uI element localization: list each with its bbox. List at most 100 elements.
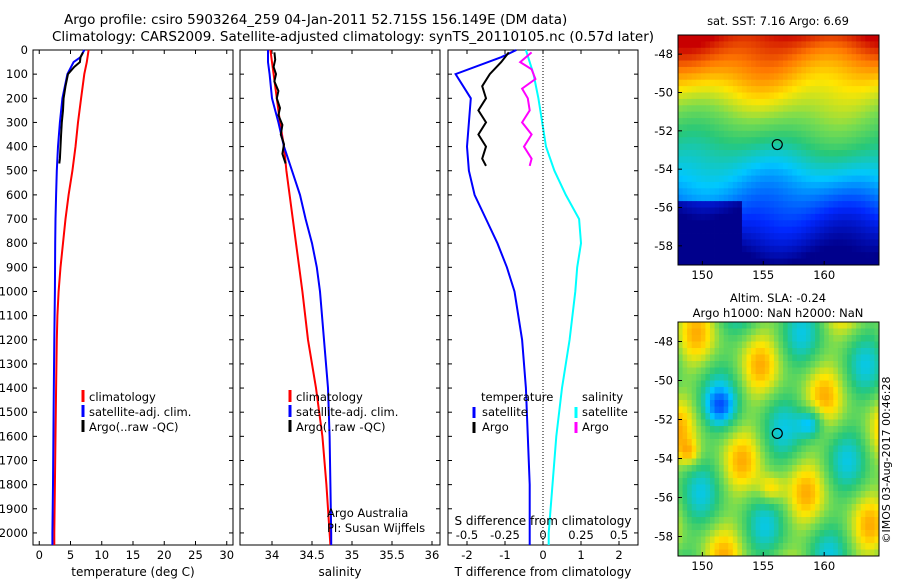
map-cell — [874, 54, 880, 61]
map-cell — [805, 348, 811, 355]
map-cell — [760, 233, 766, 240]
map-cell — [787, 239, 793, 247]
map-cell — [787, 426, 793, 433]
map-cell — [746, 79, 752, 87]
map-cell — [824, 354, 830, 362]
map-cell — [751, 413, 757, 420]
map-cell — [755, 98, 761, 106]
map-cell — [709, 73, 715, 81]
map-cell — [728, 406, 734, 414]
map-cell — [755, 361, 761, 368]
map-cell — [828, 452, 834, 459]
map-cell — [764, 491, 770, 498]
map-cell — [783, 239, 789, 247]
map-cell — [700, 66, 706, 74]
map-cell — [783, 181, 789, 189]
map-cell — [842, 105, 848, 113]
map-cell — [728, 497, 734, 505]
map-cell — [728, 239, 734, 247]
map-cell — [741, 124, 747, 132]
map-cell — [764, 504, 770, 511]
map-cell — [755, 137, 761, 145]
map-cell — [719, 92, 725, 100]
map-cell — [815, 73, 821, 81]
map-cell — [714, 354, 720, 362]
map-cell — [792, 484, 798, 492]
map-cell — [687, 47, 693, 55]
map-cell — [764, 105, 770, 113]
s-tick-label: 0.5 — [610, 528, 628, 542]
map-cell — [687, 124, 693, 132]
map-cell — [714, 194, 720, 202]
map-cell — [741, 335, 747, 342]
map-cell — [746, 188, 752, 196]
map-cell — [851, 239, 857, 247]
map-cell — [851, 92, 857, 100]
map-cell — [705, 445, 711, 453]
map-cell — [682, 137, 688, 145]
map-cell — [746, 367, 752, 375]
map-cell — [760, 517, 766, 524]
map-cell — [842, 367, 848, 375]
map-cell — [691, 226, 697, 234]
map-cell — [833, 328, 839, 336]
map-cell — [828, 245, 834, 253]
map-cell — [764, 543, 770, 550]
map-cell — [778, 156, 784, 164]
map-cell — [714, 478, 720, 485]
map-cell — [691, 400, 697, 407]
x-axis-label: salinity — [318, 565, 361, 579]
map-cell — [851, 374, 857, 381]
map-cell — [842, 54, 848, 61]
map-cell — [746, 105, 752, 113]
map-cell — [856, 374, 862, 381]
map-cell — [801, 220, 807, 228]
map-cell — [687, 432, 693, 440]
map-cell — [810, 530, 816, 537]
map-cell — [837, 181, 843, 189]
map-cell — [682, 220, 688, 228]
map-cell — [732, 124, 738, 132]
map-cell — [787, 92, 793, 100]
map-cell — [810, 452, 816, 459]
map-cell — [815, 54, 821, 61]
map-cell — [719, 354, 725, 362]
map-cell — [847, 162, 852, 170]
map-cell — [687, 92, 693, 100]
map-cell — [741, 130, 747, 138]
map-cell — [682, 458, 688, 466]
map-cell — [769, 79, 775, 87]
map-cell — [687, 98, 693, 106]
map-cell — [746, 543, 752, 550]
map-cell — [819, 47, 825, 55]
map-cell — [723, 105, 729, 113]
map-cell — [709, 413, 715, 420]
map-cell — [732, 175, 738, 183]
map-cell — [709, 86, 715, 93]
map-cell — [737, 491, 743, 498]
map-cell — [687, 536, 693, 544]
map-frame — [677, 321, 880, 557]
map-cell — [851, 478, 857, 485]
map-cell — [719, 213, 725, 221]
legend-label: satellite-adj. clim. — [296, 405, 398, 419]
map-cell — [700, 419, 706, 427]
map-cell — [719, 86, 725, 93]
annotation-line: PI: Susan Wijffels — [327, 521, 425, 535]
map-cell — [746, 471, 752, 479]
map-cell — [691, 105, 697, 113]
map-cell — [869, 484, 875, 492]
map-cell — [783, 432, 789, 440]
map-cell — [842, 124, 848, 132]
map-cell — [805, 523, 811, 531]
map-cell — [869, 105, 875, 113]
map-cell — [837, 124, 843, 132]
map-cell — [805, 471, 811, 479]
map-cell — [796, 188, 802, 196]
map-cell — [865, 348, 871, 355]
map-cell — [869, 328, 875, 336]
map-cell — [851, 79, 857, 87]
map-cell — [869, 92, 875, 100]
map-cell — [709, 484, 715, 492]
map-cell — [783, 439, 789, 446]
